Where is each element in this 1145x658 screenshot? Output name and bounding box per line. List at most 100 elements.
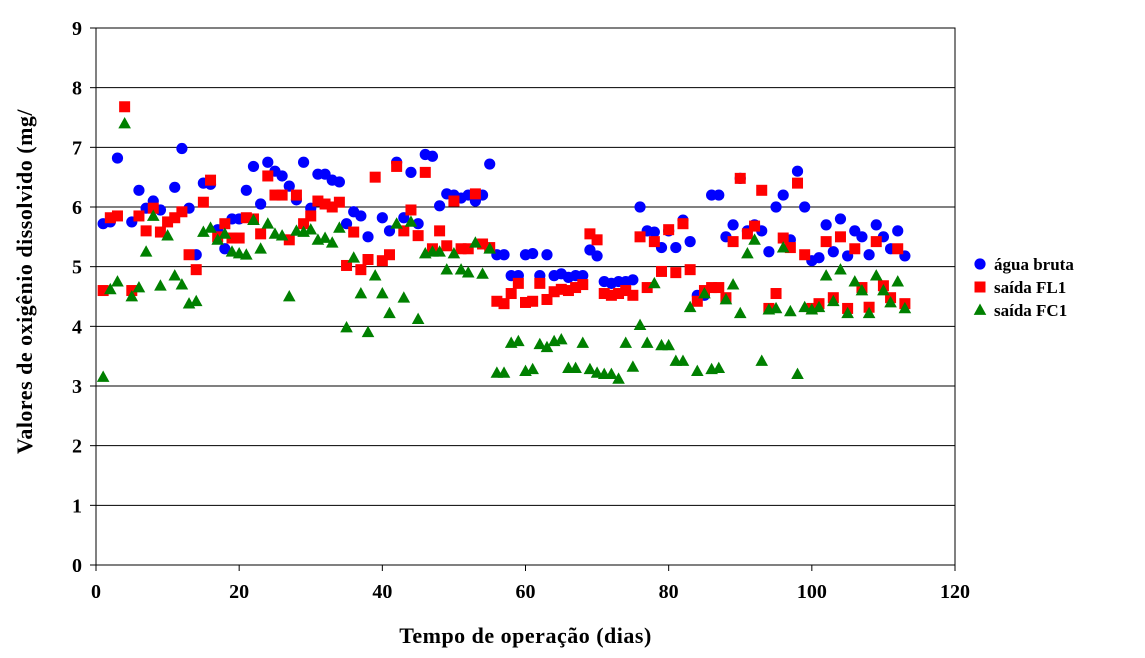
data-point <box>461 266 475 278</box>
data-point <box>498 249 510 261</box>
x-axis-title: Tempo de operação (dias) <box>399 623 652 648</box>
data-point <box>627 274 639 286</box>
data-point <box>856 231 868 243</box>
data-point <box>798 300 811 313</box>
data-point <box>211 233 224 245</box>
data-point <box>398 225 410 237</box>
data-point <box>298 218 310 230</box>
data-point <box>834 213 847 225</box>
data-point <box>383 249 395 261</box>
data-point <box>670 267 682 279</box>
data-point <box>469 188 481 200</box>
data-point <box>583 362 597 375</box>
data-point <box>319 198 331 210</box>
data-point <box>777 232 789 244</box>
data-point <box>884 295 897 308</box>
x-tick-label: 100 <box>797 581 827 603</box>
data-point <box>347 251 360 263</box>
data-point <box>634 201 646 213</box>
x-tick-label: 120 <box>940 581 970 603</box>
legend: água bruta saída FL1 saída FC1 <box>973 255 1074 320</box>
data-point <box>455 243 467 255</box>
data-point <box>341 259 353 271</box>
data-point <box>318 231 332 243</box>
data-point <box>361 325 375 338</box>
data-point <box>283 180 295 192</box>
data-point <box>633 318 647 331</box>
data-point <box>748 233 761 245</box>
data-point <box>719 292 733 305</box>
data-point <box>276 189 288 201</box>
data-point <box>426 150 439 162</box>
data-point <box>548 286 560 298</box>
data-point <box>133 210 145 222</box>
data-point <box>770 201 782 213</box>
data-point <box>355 264 367 276</box>
data-point <box>648 276 661 289</box>
data-point <box>562 285 574 297</box>
series-2 <box>96 116 912 384</box>
data-point <box>691 295 703 307</box>
data-point <box>104 282 117 295</box>
data-point <box>749 220 761 232</box>
data-point <box>819 269 833 281</box>
data-point <box>534 277 546 289</box>
data-point <box>497 366 511 378</box>
data-point <box>569 361 582 373</box>
data-point <box>584 228 596 240</box>
data-point <box>434 225 446 237</box>
data-point <box>132 281 146 293</box>
data-point <box>891 275 905 287</box>
y-tick-label: 3 <box>72 376 82 398</box>
data-point <box>376 255 388 267</box>
data-point <box>276 170 288 182</box>
data-point <box>333 176 345 188</box>
data-point <box>834 231 846 243</box>
data-point <box>154 226 166 238</box>
data-point <box>219 218 231 230</box>
data-point <box>325 236 339 248</box>
data-point <box>512 277 524 289</box>
data-point <box>412 230 424 242</box>
data-point <box>498 298 510 310</box>
data-point <box>591 250 603 262</box>
data-point <box>254 242 267 254</box>
legend-marker-agua-bruta <box>974 258 986 270</box>
data-point <box>204 221 217 233</box>
y-tick-label: 8 <box>72 78 82 100</box>
data-point <box>419 166 431 178</box>
x-tick-label: 20 <box>229 581 249 603</box>
data-point <box>799 201 811 213</box>
data-point <box>405 204 417 216</box>
data-point <box>226 232 238 244</box>
data-point <box>684 236 696 248</box>
data-point <box>183 249 195 261</box>
data-point <box>648 226 660 238</box>
data-point <box>218 227 232 239</box>
data-point <box>892 243 904 255</box>
data-point <box>161 229 174 241</box>
data-point <box>205 174 217 186</box>
data-point <box>97 285 109 297</box>
data-point <box>755 354 769 366</box>
data-point <box>219 243 231 255</box>
data-point <box>834 263 847 275</box>
data-point <box>555 283 567 295</box>
data-point <box>813 252 825 264</box>
series-0 <box>97 142 911 301</box>
y-tick-label: 1 <box>72 495 82 517</box>
data-point <box>770 288 782 300</box>
data-point <box>727 236 739 248</box>
data-point <box>640 336 654 348</box>
data-point <box>776 241 790 253</box>
x-tick-label: 80 <box>659 581 679 603</box>
data-point <box>663 224 675 236</box>
data-point <box>391 160 403 172</box>
data-point <box>727 219 739 231</box>
data-point <box>390 217 403 229</box>
data-point <box>247 213 260 226</box>
data-point <box>146 209 160 221</box>
data-point <box>340 218 353 230</box>
data-point <box>233 232 245 244</box>
data-point <box>304 223 318 235</box>
